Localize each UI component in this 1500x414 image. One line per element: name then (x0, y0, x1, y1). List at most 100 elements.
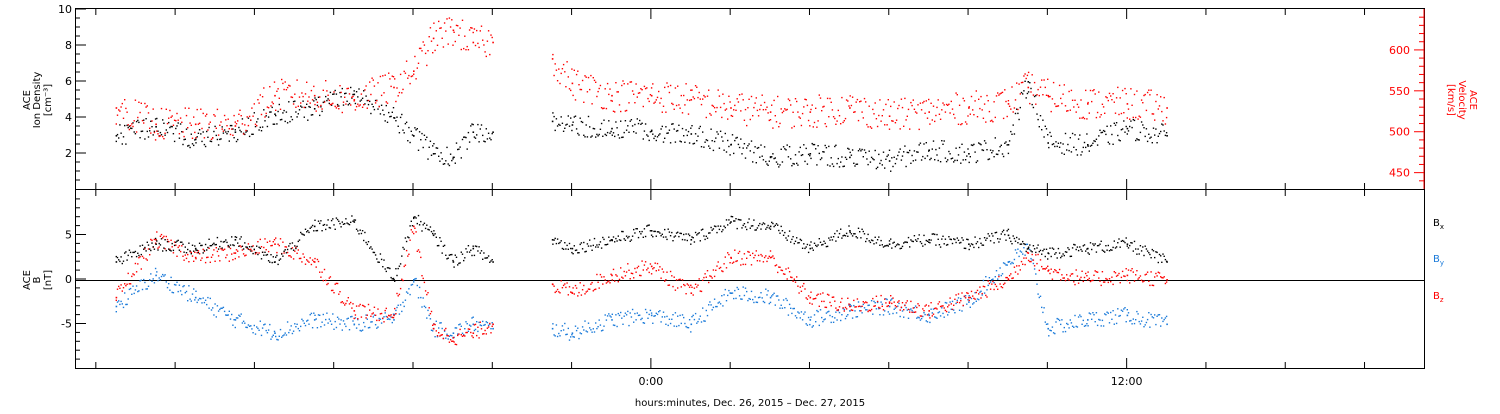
bz-point (241, 249, 244, 251)
by-point (355, 327, 358, 329)
bx-point (998, 241, 1000, 243)
velocity-point (604, 88, 606, 90)
velocity-point (1142, 102, 1144, 104)
by-point (844, 317, 847, 320)
bx-point (624, 239, 627, 241)
density-point (935, 148, 937, 151)
density-point (145, 118, 147, 120)
density-point (624, 120, 627, 122)
bz-point (866, 301, 868, 304)
by-point (163, 275, 165, 277)
density-point (445, 160, 447, 162)
bx-point (317, 220, 320, 222)
velocity-point (172, 124, 175, 126)
density-point (662, 141, 665, 143)
density-point (616, 127, 618, 129)
bx-point (1155, 251, 1157, 253)
by-point (630, 316, 633, 318)
density-point (473, 136, 476, 138)
by-point (659, 310, 661, 312)
bz-point (778, 266, 780, 268)
by-point (1111, 318, 1113, 320)
bz-point (832, 296, 835, 298)
bx-point (301, 233, 303, 235)
density-point (133, 131, 135, 133)
density-point (350, 86, 352, 89)
density-point (436, 147, 439, 149)
bz-point (721, 270, 723, 272)
bz-point (1160, 276, 1162, 278)
velocity-point (647, 97, 649, 100)
bx-point (339, 222, 341, 225)
bx-point (805, 246, 807, 248)
b-axis-title-line3: [nT] (43, 270, 54, 290)
density-point (298, 109, 301, 111)
bz-point (430, 310, 433, 313)
bz-point (359, 303, 361, 306)
bx-point (785, 237, 787, 239)
by-point (675, 325, 678, 328)
by-point (1101, 319, 1104, 322)
by-point (930, 308, 932, 310)
bx-point (416, 222, 418, 225)
bz-point (574, 284, 577, 287)
velocity-point (238, 113, 240, 115)
bx-point (184, 246, 186, 248)
density-point (876, 166, 879, 168)
bx-point (666, 238, 668, 241)
velocity-point (219, 124, 221, 126)
bx-point (119, 260, 121, 263)
density-point (219, 138, 221, 141)
velocity-point (336, 105, 339, 107)
density-point (470, 125, 472, 127)
bz-point (774, 265, 776, 267)
velocity-point (1019, 93, 1021, 95)
velocity-point (383, 92, 385, 94)
velocity-point (291, 96, 294, 99)
density-point (950, 158, 952, 160)
bz-point (862, 301, 864, 303)
by-point (903, 316, 905, 318)
by-point (465, 321, 467, 323)
bx-point (797, 242, 799, 244)
bx-point (414, 216, 416, 218)
bx-point (345, 218, 347, 220)
bx-point (466, 251, 468, 253)
bx-point (326, 224, 328, 226)
velocity-point (379, 75, 382, 78)
velocity-point (150, 132, 152, 134)
velocity-point (575, 73, 578, 76)
bz-point (1000, 286, 1002, 288)
bx-point (227, 244, 229, 247)
bz-point (624, 275, 627, 277)
bx-point (835, 240, 837, 242)
density-point (279, 119, 282, 121)
density-point (1135, 139, 1137, 142)
velocity-point (812, 126, 814, 128)
by-point (634, 312, 636, 315)
bx-point (463, 259, 465, 262)
velocity-point (194, 131, 196, 134)
bx-point (191, 244, 194, 246)
velocity-point (363, 104, 365, 106)
bz-point (1019, 269, 1021, 271)
density-point (702, 131, 704, 133)
density-point (1073, 146, 1075, 148)
bz-point (633, 277, 635, 279)
by-point (156, 271, 158, 273)
by-point (644, 308, 647, 311)
bx-point (723, 225, 725, 227)
by-point (1049, 329, 1051, 331)
velocity-point (424, 52, 427, 55)
velocity-point (1070, 89, 1073, 92)
bz-point (317, 260, 320, 263)
by-point (131, 293, 133, 295)
by-point (922, 315, 924, 318)
by-point (810, 316, 812, 318)
velocity-point (313, 94, 316, 97)
density-point (1086, 133, 1088, 135)
bx-point (302, 233, 304, 236)
density-point (561, 122, 564, 124)
velocity-point (1156, 94, 1158, 96)
density-point (341, 87, 343, 90)
